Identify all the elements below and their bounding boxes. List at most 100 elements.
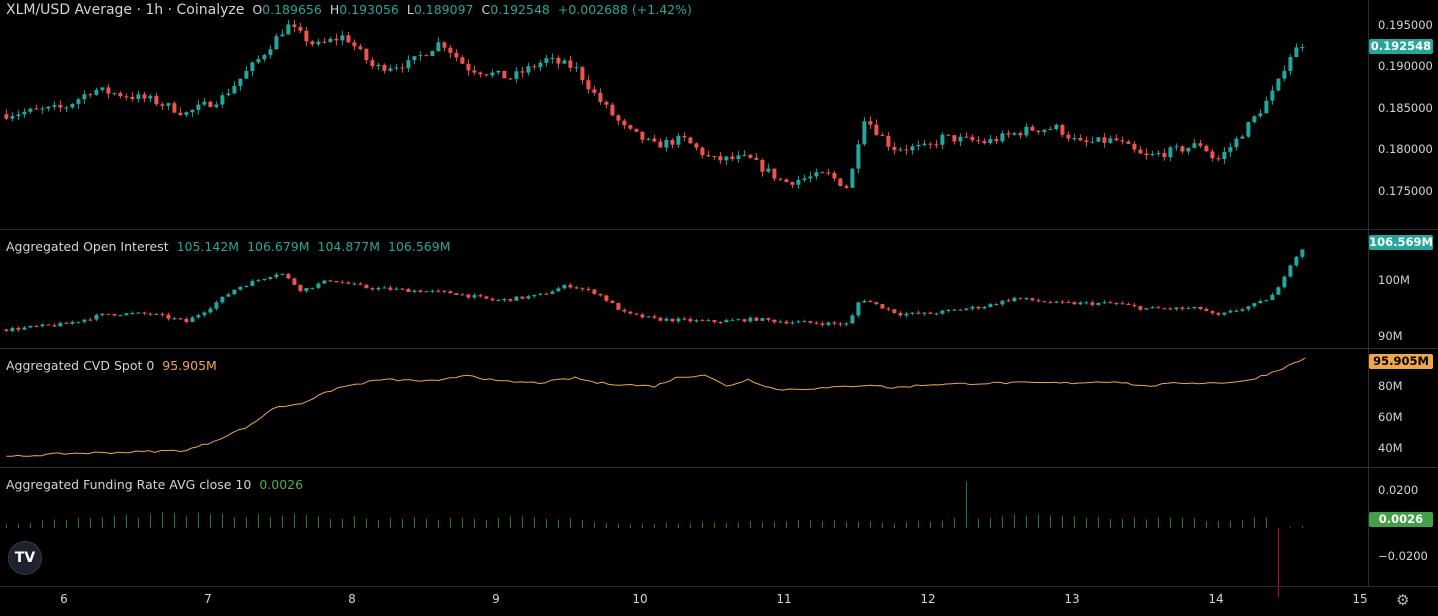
candle-body bbox=[916, 145, 921, 147]
candle-body bbox=[862, 301, 867, 303]
candle-body bbox=[844, 323, 849, 325]
candle-body bbox=[826, 322, 831, 325]
time-tick: 15 bbox=[1352, 592, 1368, 606]
candle-body bbox=[514, 71, 519, 79]
candle-body bbox=[136, 312, 141, 314]
candle-body bbox=[748, 317, 753, 322]
candle-body bbox=[856, 144, 861, 169]
candle-body bbox=[1204, 309, 1209, 312]
candle-body bbox=[622, 120, 627, 126]
candle-body bbox=[472, 70, 477, 73]
candle-body bbox=[328, 38, 333, 42]
candle-body bbox=[1246, 122, 1251, 137]
legend-cvd[interactable]: Aggregated CVD Spot 0 95.905M bbox=[6, 358, 221, 373]
candle-body bbox=[190, 109, 195, 113]
candle-body bbox=[676, 136, 681, 145]
candle-body bbox=[364, 284, 369, 289]
pane-divider-3[interactable] bbox=[0, 467, 1438, 468]
candle-body bbox=[358, 283, 363, 285]
candle-body bbox=[898, 149, 903, 151]
candle-body bbox=[1180, 307, 1185, 309]
funding-tick: −0.0200 bbox=[1378, 549, 1428, 563]
candle-body bbox=[988, 304, 993, 308]
candle-body bbox=[244, 71, 249, 79]
candle-body bbox=[910, 146, 915, 151]
candle-body bbox=[868, 121, 873, 125]
candle-body bbox=[298, 284, 303, 292]
candle-body bbox=[94, 315, 99, 320]
candle-body bbox=[478, 72, 483, 75]
candle-body bbox=[202, 312, 207, 316]
candle-body bbox=[46, 106, 51, 109]
time-tick: 14 bbox=[1208, 592, 1224, 606]
candle-body bbox=[790, 322, 795, 324]
candle-body bbox=[700, 147, 705, 156]
settings-gear-icon[interactable]: ⚙ bbox=[1396, 591, 1410, 609]
candle-body bbox=[1168, 308, 1173, 310]
candle-body bbox=[1144, 153, 1149, 156]
legend-funding[interactable]: Aggregated Funding Rate AVG close 10 0.0… bbox=[6, 477, 307, 492]
legend-open-interest[interactable]: Aggregated Open Interest 105.142M 106.67… bbox=[6, 239, 454, 254]
cvd-tick: 40M bbox=[1378, 441, 1403, 455]
candle-body bbox=[310, 41, 315, 45]
candle-body bbox=[364, 49, 369, 61]
candle-body bbox=[922, 143, 927, 146]
candle-body bbox=[1264, 100, 1269, 114]
oi-tick: 90M bbox=[1378, 329, 1403, 343]
candle-body bbox=[778, 321, 783, 323]
candle-body bbox=[742, 319, 747, 322]
oi-label: Aggregated Open Interest bbox=[6, 239, 169, 254]
candle-body bbox=[814, 322, 819, 324]
candle-body bbox=[910, 312, 915, 314]
legend-main[interactable]: XLM/USD Average · 1h · Coinalyze O0.1896… bbox=[6, 2, 696, 18]
tradingview-logo-icon[interactable]: TV bbox=[8, 541, 42, 575]
high-label: H bbox=[329, 2, 340, 17]
candle-body bbox=[610, 104, 615, 116]
candle-body bbox=[268, 277, 273, 279]
candle-body bbox=[1006, 300, 1011, 302]
oi-value-4: 106.569M bbox=[388, 239, 451, 254]
candle-body bbox=[1132, 304, 1137, 307]
candle-body bbox=[772, 319, 777, 323]
candle-body bbox=[436, 290, 441, 292]
candle-body bbox=[1222, 151, 1227, 160]
candle-body bbox=[916, 312, 921, 314]
candle-body bbox=[466, 294, 471, 298]
candle-body bbox=[424, 291, 429, 293]
candle-body bbox=[706, 155, 711, 157]
candle-body bbox=[46, 324, 51, 326]
candle-body bbox=[304, 30, 309, 42]
candle-body bbox=[82, 94, 87, 100]
price-tick: 0.180000 bbox=[1378, 142, 1433, 156]
candle-body bbox=[400, 67, 405, 69]
candle-body bbox=[178, 112, 183, 115]
candle-body bbox=[838, 178, 843, 187]
candle-body bbox=[1048, 302, 1053, 304]
candle-body bbox=[412, 56, 417, 61]
candle-body bbox=[1024, 126, 1029, 136]
pane-divider-1[interactable] bbox=[0, 229, 1438, 230]
candle-body bbox=[40, 324, 45, 327]
candle-body bbox=[472, 295, 477, 298]
candle-body bbox=[724, 320, 729, 323]
candle-body bbox=[490, 72, 495, 76]
candle-body bbox=[382, 64, 387, 71]
pane-divider-2[interactable] bbox=[0, 348, 1438, 349]
candle-body bbox=[34, 325, 39, 327]
candle-body bbox=[994, 304, 999, 306]
candle-body bbox=[142, 312, 147, 314]
candle-body bbox=[352, 42, 357, 47]
candle-body bbox=[70, 322, 75, 324]
funding-value: 0.0026 bbox=[259, 477, 304, 492]
candle-body bbox=[718, 321, 723, 323]
candle-body bbox=[442, 290, 447, 292]
candle-body bbox=[28, 325, 33, 328]
candle-body bbox=[622, 309, 627, 312]
candle-body bbox=[532, 66, 537, 68]
candle-body bbox=[1270, 294, 1275, 301]
close-label: C bbox=[481, 2, 491, 17]
price-axis-border bbox=[1368, 0, 1369, 586]
time-tick: 12 bbox=[920, 592, 936, 606]
candle-body bbox=[868, 301, 873, 303]
